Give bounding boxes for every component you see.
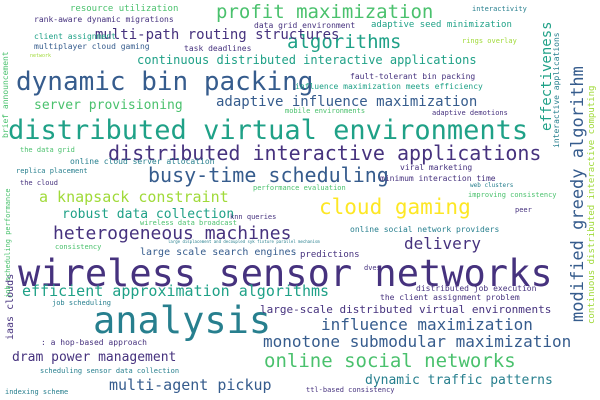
word-a-hop-based-approach: : a hop-based approach: [41, 338, 147, 347]
word-influence-maximization-meets-efficiency: influence maximization meets efficiency: [295, 82, 483, 91]
word-interactivity: interactivity: [472, 5, 527, 13]
word-efficient-approximation-algorithms: efficient approximation algorithms: [22, 282, 330, 300]
word-a-knapsack-constraint: a knapsack constraint: [39, 188, 229, 206]
word-rank-aware-dynamic-migrations: rank-aware dynamic migrations: [34, 15, 174, 24]
word-indexing-scheme: indexing scheme: [5, 388, 69, 396]
word-dynamic-bin-packing: dynamic bin packing: [16, 67, 314, 97]
word-dram-power-management: dram power management: [12, 350, 177, 365]
word-client-assignment: client assignment: [34, 32, 116, 41]
word-robust-data-collection: robust data collection: [62, 207, 235, 222]
word-interactive-applications: interactive applications: [552, 32, 561, 148]
word-multi-path-routing-structures: multi-path routing structures: [95, 27, 340, 43]
word-the-data-grid: the data grid: [20, 146, 75, 154]
word-knn-queries: knn queries: [230, 213, 277, 221]
word-job-scheduling-performance: job scheduling performance: [4, 188, 12, 298]
word-distributed-job-execution: distributed job execution: [416, 284, 537, 293]
word-large-scale-search-engines: large scale search engines: [140, 247, 297, 258]
word-continuous-distributed-interactive-computing: continuous distributed interactive compu…: [587, 85, 597, 324]
word-large-scale-distributed-virtual-environments: large-scale distributed virtual environm…: [260, 303, 552, 316]
word-wireless-sensor-networks: wireless sensor networks: [18, 252, 553, 295]
word-network: network: [30, 53, 52, 59]
word-influence-maximization: influence maximization: [321, 315, 533, 334]
word-dynamic-traffic-patterns: dynamic traffic patterns: [365, 373, 553, 388]
word-consistency: consistency: [55, 243, 102, 251]
word-online-social-network-providers: online social network providers: [350, 225, 500, 234]
word-server-provisioning: server provisioning: [34, 98, 183, 113]
word-brief-announcement: brief announcement: [1, 51, 10, 138]
word-predictions: predictions: [300, 250, 360, 260]
word-the-client-assignment-problem: the client assignment problem: [380, 293, 520, 302]
word-large-displacement-fixture: large displacement and decoupled syk fix…: [168, 239, 320, 244]
word-multiplayer-cloud-gaming: multiplayer cloud gaming: [34, 42, 150, 51]
word-adaptive-demotions: adaptive demotions: [432, 109, 508, 117]
word-adaptive-influence-maximization: adaptive influence maximization: [216, 94, 478, 110]
word-job-scheduling: job scheduling: [52, 299, 112, 307]
word-algorithms: algorithms: [287, 31, 402, 53]
word-online-cloud-server-allocation: online cloud server allocation: [70, 157, 215, 166]
word-peer: peer: [515, 206, 532, 214]
word-adaptive-seed-minimization: adaptive seed minimization: [371, 20, 512, 30]
word-monotone-submodular-maximization: monotone submodular maximization: [263, 332, 572, 351]
word-busy-time-scheduling: busy-time scheduling: [148, 163, 389, 187]
word-resource-utilization: resource utilization: [70, 4, 179, 14]
word-scheduling-sensor-data-collection: scheduling sensor data collection: [40, 367, 180, 375]
word-dves: dves: [364, 264, 381, 272]
word-distributed-virtual-environments: distributed virtual environments: [8, 115, 529, 146]
word-distributed-interactive-applications: distributed interactive applications: [108, 141, 542, 165]
word-performance-evaluation: performance evaluation: [253, 184, 346, 192]
word-continuous-distributed-interactive-applications: continuous distributed interactive appli…: [137, 53, 477, 67]
word-replica-placement: replica placement: [16, 167, 88, 175]
word-heterogeneous-machines: heterogeneous machines: [53, 223, 292, 244]
word-fault-tolerant-bin-packing: fault-tolerant bin packing: [350, 72, 476, 81]
word-delivery: delivery: [404, 234, 482, 253]
word-mobile-environments: mobile environments: [285, 107, 366, 115]
word-rings-overlay: rings overlay: [462, 37, 517, 45]
word-modified-greedy-algorithm: modified greedy algorithm: [568, 66, 588, 322]
word-task-deadlines: task deadlines: [184, 44, 252, 53]
word-data-grid-environment: data grid environment: [254, 21, 356, 30]
word-improving-consistency: improving consistency: [468, 191, 557, 199]
word-the-cloud: the cloud: [20, 179, 58, 187]
word-ttl-based-consistency: ttl-based consistency: [306, 386, 395, 394]
word-multi-agent-pickup: multi-agent pickup: [109, 376, 272, 394]
word-analysis: analysis: [93, 299, 272, 342]
word-cloud-gaming: cloud gaming: [319, 195, 471, 219]
word-viral-marketing: viral marketing: [400, 163, 473, 172]
word-profit-maximization: profit maximization: [216, 1, 434, 23]
word-wireless-data-broadcast: wireless data broadcast: [140, 219, 237, 227]
word-minimum-interaction-time: minimum interaction time: [380, 174, 496, 183]
word-web-clusters: web clusters: [470, 182, 514, 189]
word-online-social-networks: online social networks: [264, 350, 516, 372]
